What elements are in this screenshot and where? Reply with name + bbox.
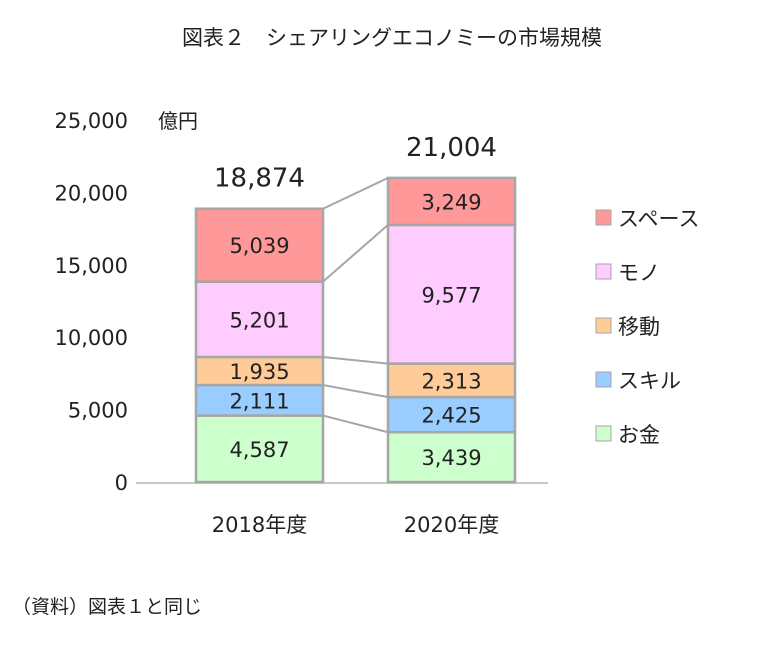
legend-label: スキル	[618, 369, 681, 393]
y-tick-label: 20,000	[55, 181, 128, 205]
x-tick-label: 2020年度	[404, 513, 499, 537]
chart-title: 図表２ シェアリングエコノミーの市場規模	[182, 26, 602, 50]
y-tick-label: 5,000	[68, 399, 128, 423]
data-label: 9,577	[421, 283, 481, 307]
legend-swatch	[595, 209, 612, 226]
data-label: 2,313	[421, 369, 481, 393]
total-label: 18,874	[214, 164, 305, 194]
legend-swatch	[595, 425, 612, 442]
bar-segment	[194, 383, 325, 417]
series-connector-line	[322, 176, 389, 210]
series-connector-line	[322, 224, 389, 283]
data-label: 5,039	[229, 234, 289, 258]
data-label: 1,935	[229, 360, 289, 384]
series-connector-line	[322, 414, 389, 434]
data-label: 3,439	[421, 446, 481, 470]
bar-segment	[386, 223, 517, 365]
bar-segment	[386, 395, 517, 434]
bar-segment	[194, 207, 325, 283]
data-label: 3,249	[421, 190, 481, 214]
legend-label: 移動	[618, 315, 660, 339]
source-note: （資料）図表１と同じ	[12, 596, 203, 618]
bar-segment	[194, 414, 325, 484]
y-tick-label: 10,000	[55, 326, 128, 350]
series-connector-line	[322, 355, 389, 365]
x-tick-label: 2018年度	[212, 513, 307, 537]
y-unit-label: 億円	[158, 109, 198, 133]
data-label: 4,587	[229, 438, 289, 462]
total-label: 21,004	[406, 133, 497, 163]
legend-swatch	[595, 263, 612, 280]
legend-label: モノ	[618, 261, 660, 285]
series-connector-line	[322, 384, 389, 399]
bar-segment	[386, 176, 517, 227]
legend-label: お金	[618, 423, 660, 447]
data-label: 2,425	[421, 404, 481, 428]
bar-segment	[194, 280, 325, 359]
y-tick-label: 0	[115, 471, 128, 495]
legend-swatch	[595, 371, 612, 388]
y-tick-label: 15,000	[55, 254, 128, 278]
data-label: 2,111	[229, 389, 289, 413]
data-label: 5,201	[229, 308, 289, 332]
bar-segment	[386, 362, 517, 399]
legend-swatch	[595, 317, 612, 334]
legend-label: スペース	[618, 207, 699, 231]
y-tick-label: 25,000	[55, 109, 128, 133]
